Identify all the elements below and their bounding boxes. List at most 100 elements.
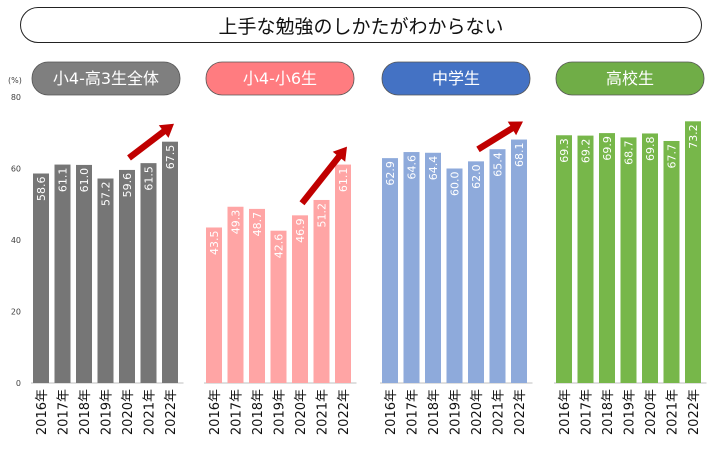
bar-value-label: 68.7 [623,140,636,165]
bar [97,178,114,383]
x-tick-label: 2021年 [666,389,681,435]
bar-value-label: 59.6 [121,173,134,198]
x-tick-label: 2021年 [492,389,507,435]
y-tick-label: 60 [11,165,21,174]
bar-value-label: 48.7 [251,212,264,237]
bar [685,121,701,383]
bar-value-label: 61.5 [143,166,156,191]
bar-value-label: 67.5 [164,145,177,170]
bar-value-label: 51.2 [316,203,329,228]
panel-title-0: 小4-高3生全体 [53,69,159,88]
x-tick-label: 2021年 [143,389,158,435]
x-tick-label: 2022年 [337,389,352,435]
x-tick-label: 2017年 [57,389,72,435]
bar [249,208,265,383]
bar [162,141,178,383]
bar-value-label: 64.6 [406,155,419,180]
bar [642,133,658,383]
bar-value-label: 42.6 [273,234,286,259]
x-tick-label: 2019年 [449,389,464,435]
x-tick-label: 2016年 [558,389,573,435]
panel-title-2: 中学生 [432,69,480,88]
panel-header-3 [555,61,705,96]
bar [577,135,594,383]
bar-value-label: 61.1 [337,168,350,193]
bar-value-label: 68.1 [513,143,526,168]
y-tick-label: 40 [11,236,21,245]
bar [335,164,351,383]
x-tick-label: 2022年 [164,389,179,435]
x-tick-label: 2020年 [294,389,309,435]
x-tick-label: 2017年 [580,389,595,435]
bar-value-label: 64.4 [427,156,440,181]
x-tick-label: 2016年 [35,389,50,435]
panel-header-2 [381,61,531,96]
bar [292,215,308,383]
bar-value-label: 57.2 [100,182,113,207]
panel-title-3: 高校生 [606,69,654,88]
x-tick-label: 2016年 [384,389,399,435]
panel-header-0 [31,61,181,96]
y-unit-label: (%) [8,76,22,85]
bar-value-label: 58.6 [35,177,48,202]
x-tick-label: 2022年 [687,389,702,435]
bar-value-label: 65.4 [492,152,505,177]
bar [313,199,330,383]
bar-value-label: 69.3 [558,138,571,163]
bar [620,137,637,383]
bar [425,152,441,383]
bar [511,139,527,383]
chart-title: 上手な勉強のしかたがわからない [218,15,504,38]
x-tick-label: 2020年 [470,389,485,435]
bar [119,169,135,383]
x-tick-label: 2022年 [513,389,528,435]
bar [54,164,71,383]
bar-value-label: 60.0 [449,172,462,197]
x-tick-label: 2018年 [251,389,266,435]
trend-arrow-0 [127,123,174,161]
bar [33,173,49,383]
x-tick-label: 2018年 [601,389,616,435]
bar-value-label: 62.0 [470,164,483,189]
x-tick-label: 2020年 [121,389,136,435]
panel-header-1 [205,61,355,96]
trend-arrow-2 [476,121,523,153]
bar [489,149,506,383]
bar [140,163,157,383]
bar-value-label: 67.7 [666,144,679,169]
y-tick-label: 20 [11,308,21,317]
bar-value-label: 43.5 [208,230,221,255]
panel-title-1: 小4-小6生 [243,69,317,88]
bar [663,140,680,383]
bar [446,168,463,383]
x-tick-label: 2019年 [623,389,638,435]
chart-title-box: 上手な勉強のしかたがわからない [20,7,702,43]
bar-value-label: 62.9 [384,161,397,186]
bar [556,135,572,383]
trend-arrow-1 [299,146,347,206]
bar-value-label: 69.8 [644,136,657,161]
bar-value-label: 69.2 [580,139,593,164]
bar [270,230,287,383]
x-tick-label: 2016年 [208,389,223,435]
x-tick-label: 2018年 [78,389,93,435]
x-tick-label: 2017年 [406,389,421,435]
bar-value-label: 61.1 [57,168,70,193]
y-tick-label: 80 [11,93,21,102]
bar-value-label: 49.3 [230,210,243,235]
bar [76,164,92,383]
x-tick-label: 2017年 [230,389,245,435]
bar [468,161,484,383]
x-tick-label: 2021年 [316,389,331,435]
y-tick-label: 0 [16,379,21,388]
x-tick-label: 2018年 [427,389,442,435]
bar [382,158,398,383]
bar [403,152,420,383]
bar [599,133,615,383]
bar [227,206,244,383]
x-tick-label: 2019年 [100,389,115,435]
bar-value-label: 73.2 [687,124,700,149]
bar-value-label: 69.9 [601,136,614,161]
bar-value-label: 61.0 [78,168,91,193]
